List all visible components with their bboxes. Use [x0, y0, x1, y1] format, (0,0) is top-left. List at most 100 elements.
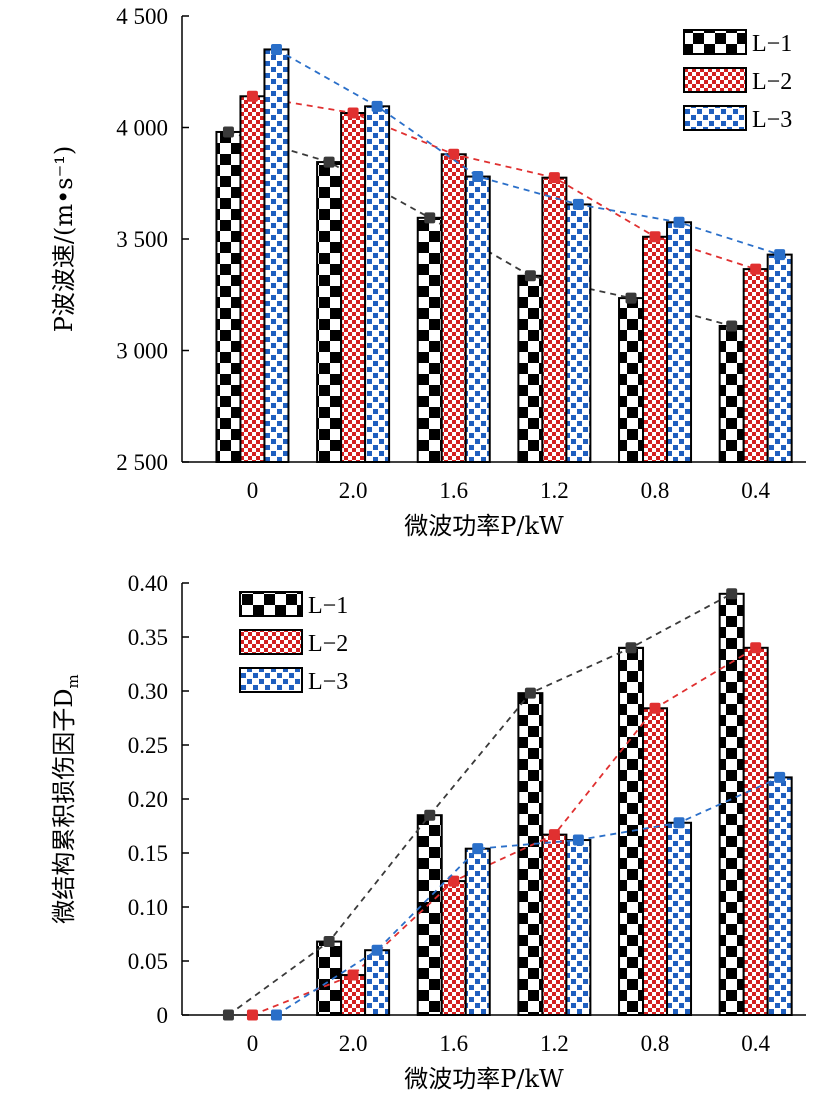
bar-checker-red	[642, 707, 669, 1017]
data-point-marker	[347, 969, 359, 981]
data-point-marker	[625, 642, 637, 654]
legend-label: L−1	[752, 31, 792, 57]
legend-label: L−2	[308, 631, 348, 657]
bar-checker-red	[239, 95, 266, 463]
x-tick-label: 1.2	[540, 478, 569, 503]
legend-label: L−2	[752, 69, 792, 95]
x-tick-label: 0	[247, 478, 259, 503]
data-point-marker	[524, 687, 536, 699]
p-wave-velocity-chart: 2 500 3 000 3 500 4 000 4 500 0 2.0 1.6 1.2 0.8 0.…	[50, 4, 806, 540]
x-tick-label: 0.4	[741, 478, 770, 503]
legend-swatch	[239, 591, 303, 617]
x-tick-label: 0.8	[641, 478, 670, 503]
data-point-marker	[222, 1009, 234, 1021]
data-point-marker	[246, 1009, 258, 1021]
data-point-marker	[774, 771, 786, 783]
data-point-marker	[246, 90, 258, 102]
bar-checker-red	[440, 880, 467, 1017]
y-axis-title: P波波速/(m•s⁻¹)	[50, 146, 78, 332]
data-point-marker	[448, 148, 460, 160]
y-axis-title: 微结构累积损伤因子Dm	[50, 674, 82, 923]
data-point-marker	[448, 875, 460, 887]
x-tick-label: 0.4	[741, 1031, 770, 1056]
bar-dots-blue	[565, 203, 592, 463]
bar-dots-blue	[364, 949, 391, 1017]
x-tick-label: 1.6	[439, 1031, 468, 1056]
x-tick-label: 1.2	[540, 1031, 569, 1056]
y-tick-label: 0.20	[128, 787, 168, 812]
x-axis-title: 微波功率P/kW	[404, 1065, 564, 1093]
data-point-marker	[323, 936, 335, 948]
legend-swatch	[239, 667, 303, 693]
bar-checker-red	[541, 833, 568, 1017]
bar-dots-blue	[766, 253, 793, 463]
trend-line	[252, 647, 757, 1016]
y-tick-label: 0.30	[128, 679, 168, 704]
y-tick-label: 4 500	[116, 4, 168, 29]
data-point-marker	[774, 249, 786, 261]
bar-checker-red	[742, 268, 769, 464]
bar-checker-black	[316, 161, 343, 463]
y-axis-title-subscript: m	[64, 674, 82, 688]
trend-line	[275, 776, 781, 1016]
x-tick-label: 1.6	[439, 478, 468, 503]
bar-checker-black	[316, 940, 343, 1016]
bar-checker-black	[618, 297, 645, 463]
y-tick-label: 0.40	[128, 571, 168, 596]
data-point-marker	[572, 834, 584, 846]
data-point-marker	[750, 642, 762, 654]
bar-dots-blue	[666, 221, 693, 463]
data-point-marker	[347, 107, 359, 119]
legend-label: L−1	[308, 593, 348, 619]
y-tick-label: 2 500	[116, 450, 168, 475]
data-point-marker	[726, 320, 738, 332]
data-point-marker	[649, 231, 661, 243]
data-point-marker	[750, 263, 762, 275]
damage-factor-chart: 0 0.05 0.10 0.15 0.20 0.25 0.30 0.35 0.40 0 2.0 1.6…	[50, 571, 806, 1093]
bar-dots-blue	[464, 847, 491, 1016]
legend-swatch	[239, 629, 303, 655]
data-point-marker	[472, 843, 484, 855]
trend-line	[276, 48, 780, 256]
bar-checker-red	[642, 235, 669, 463]
data-point-marker	[649, 702, 661, 714]
bar-dots-blue	[263, 48, 290, 463]
y-tick-label: 0.25	[128, 733, 168, 758]
bar-dots-blue	[565, 839, 592, 1016]
data-point-marker	[548, 829, 560, 841]
y-tick-label: 0.05	[128, 949, 168, 974]
y-tick-label: 0.15	[128, 841, 168, 866]
bar-checker-red	[541, 176, 568, 464]
y-tick-label: 0.10	[128, 895, 168, 920]
data-point-marker	[524, 270, 536, 282]
data-point-marker	[472, 171, 484, 183]
trend-line	[227, 593, 733, 1016]
x-axis-title: 微波功率P/kW	[404, 512, 564, 540]
data-point-marker	[673, 817, 685, 829]
bar-checker-black	[416, 814, 443, 1017]
bar-checker-red	[340, 112, 367, 463]
data-point-marker	[572, 198, 584, 210]
x-tick-label: 2.0	[339, 1031, 368, 1056]
x-tick-label: 0	[247, 1031, 259, 1056]
x-tick-label: 0.8	[641, 1031, 670, 1056]
data-point-marker	[270, 43, 282, 55]
data-point-marker	[673, 216, 685, 228]
bar-checker-black	[215, 130, 242, 464]
data-point-marker	[726, 588, 738, 600]
bar-dots-blue	[666, 821, 693, 1017]
y-tick-label: 0.35	[128, 625, 168, 650]
bar-checker-black	[718, 324, 745, 463]
legend-swatch	[683, 105, 747, 131]
data-point-marker	[222, 126, 234, 138]
legend-swatch	[683, 67, 747, 93]
data-point-marker	[270, 1009, 282, 1021]
legend-label: L−3	[752, 107, 792, 133]
bar-checker-black	[416, 216, 443, 463]
y-tick-label: 3 500	[116, 227, 168, 252]
bar-checker-red	[742, 646, 769, 1016]
bar-checker-black	[517, 274, 544, 464]
bar-dots-blue	[464, 175, 491, 463]
data-point-marker	[625, 292, 637, 304]
